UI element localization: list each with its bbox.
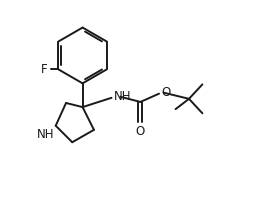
Text: NH: NH (37, 128, 55, 141)
Text: O: O (136, 125, 145, 138)
Text: O: O (161, 86, 170, 99)
Text: NH: NH (114, 90, 131, 103)
Text: F: F (40, 63, 47, 76)
